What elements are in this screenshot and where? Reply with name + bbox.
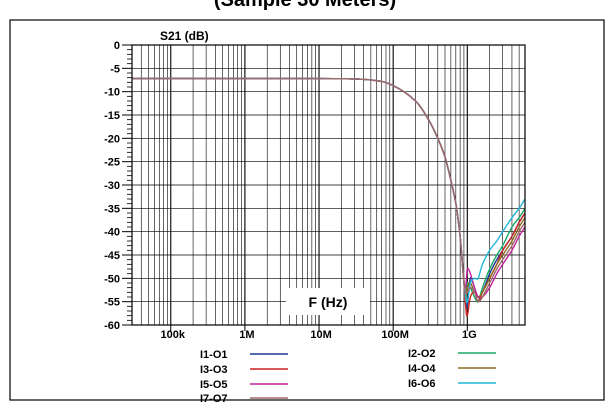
x-axis: 100k 1M 10M 100M 1G	[161, 325, 477, 341]
x-tick-label: 1M	[239, 329, 254, 341]
y-tick-label: 0	[114, 40, 120, 52]
series-line-i7-o7	[131, 77, 526, 303]
legend: I1-O1 I3-O3 I5-O5 I7-O7 I2-O2 I4-O4 I6-O6	[200, 348, 496, 405]
x-tick-label: 1G	[462, 329, 477, 341]
y-tick-label: -50	[104, 273, 120, 285]
y-tick-label: -15	[104, 110, 120, 122]
y-tick-label: -60	[104, 320, 120, 332]
x-tick-label: 10M	[310, 329, 331, 341]
legend-label: I5-O5	[200, 379, 228, 391]
y-axis-label: S21 (dB)	[160, 29, 209, 43]
x-label-box	[286, 288, 370, 315]
legend-label: I4-O4	[408, 363, 436, 375]
y-tick-label: -45	[104, 250, 120, 262]
x-tick-label: 100M	[381, 329, 409, 341]
chart-frame	[9, 19, 605, 401]
y-tick-label: -55	[104, 297, 120, 309]
y-tick-label: -30	[104, 180, 120, 192]
y-tick-label: -35	[104, 203, 120, 215]
y-tick-label: -25	[104, 157, 120, 169]
legend-label: I2-O2	[408, 348, 436, 360]
y-tick-label: -20	[104, 133, 120, 145]
legend-label: I1-O1	[200, 349, 228, 361]
y-axis: 0 -5 -10 -15 -20 -25 -30 -35 -40 -45 -50 -55 -60	[104, 40, 132, 332]
legend-label: I7-O7	[200, 393, 228, 405]
chart-title: (Sample 30 Meters)	[214, 0, 396, 11]
y-tick-label: -5	[110, 63, 120, 75]
legend-label: I3-O3	[200, 364, 228, 376]
x-tick-label: 100k	[161, 329, 186, 341]
series-group	[131, 77, 526, 317]
y-tick-label: -10	[104, 87, 120, 99]
y-tick-label: -40	[104, 227, 120, 239]
legend-label: I6-O6	[408, 378, 436, 390]
x-axis-label: F (Hz)	[309, 294, 348, 310]
